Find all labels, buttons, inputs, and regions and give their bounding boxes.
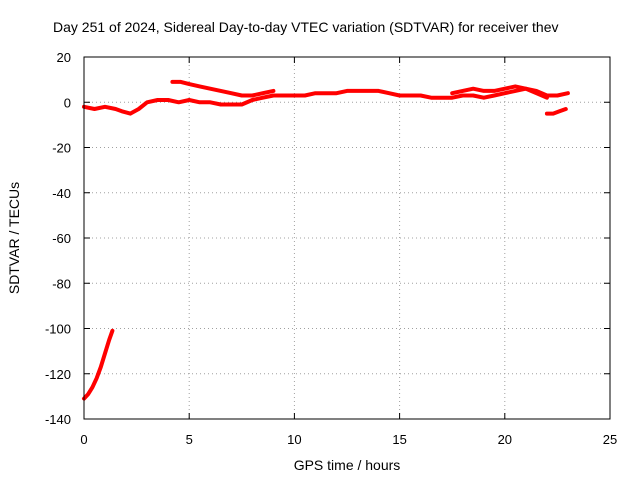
x-tick-label: 20: [498, 432, 512, 447]
y-tick-label: 0: [64, 95, 71, 110]
series-steep-early-arc: [82, 328, 115, 401]
x-tick-label: 10: [287, 432, 301, 447]
data-series: [82, 79, 570, 401]
y-tick-label: -140: [45, 412, 71, 427]
y-tick-label: -100: [45, 322, 71, 337]
y-tick-label: -20: [52, 141, 71, 156]
x-tick-labels: 0 5 10 15 20 25: [80, 432, 617, 447]
chart-title: Day 251 of 2024, Sidereal Day-to-day VTE…: [53, 19, 559, 35]
y-tick-label: -80: [52, 276, 71, 291]
y-tick-label: 20: [57, 50, 71, 65]
series-main-arc: [82, 86, 570, 116]
y-tick-label: -60: [52, 231, 71, 246]
axis-ticks: [83, 56, 611, 420]
y-tick-labels: -140 -120 -100 -80 -60 -40 -20 0 20: [45, 50, 71, 427]
gridlines: [84, 57, 610, 419]
plot-frame: [83, 56, 611, 420]
series-upper-arc: [170, 79, 276, 98]
x-tick-label: 15: [392, 432, 406, 447]
y-tick-label: -40: [52, 186, 71, 201]
y-axis-label: SDTVAR / TECUs: [6, 182, 22, 294]
series-late-arc: [544, 107, 568, 116]
series-variability-band: [450, 84, 549, 100]
x-tick-label: 0: [80, 432, 87, 447]
x-axis-label: GPS time / hours: [294, 457, 401, 473]
x-tick-label: 5: [186, 432, 193, 447]
x-tick-label: 25: [603, 432, 617, 447]
y-tick-label: -120: [45, 367, 71, 382]
